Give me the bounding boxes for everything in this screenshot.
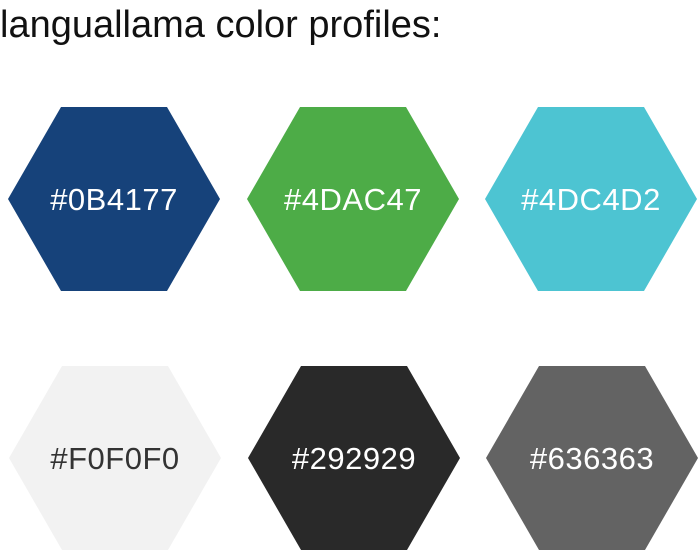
color-swatch-green: #4DAC47 (247, 107, 459, 291)
swatch-hex-label: #636363 (529, 440, 655, 476)
page-title: languallama color profiles: (0, 4, 442, 46)
swatch-hex-label: #4DAC47 (284, 181, 422, 217)
swatch-hex-label: #4DC4D2 (521, 181, 661, 217)
swatch-hex-label: #0B4177 (50, 181, 178, 217)
color-swatch-light-gray: #F0F0F0 (9, 366, 221, 550)
swatch-hex-label: #F0F0F0 (50, 440, 180, 476)
color-swatch-cyan: #4DC4D2 (485, 107, 697, 291)
color-swatch-dark-gray: #292929 (248, 366, 460, 550)
swatch-hex-label: #292929 (291, 440, 417, 476)
color-swatch-medium-gray: #636363 (486, 366, 698, 550)
color-swatch-navy: #0B4177 (8, 107, 220, 291)
